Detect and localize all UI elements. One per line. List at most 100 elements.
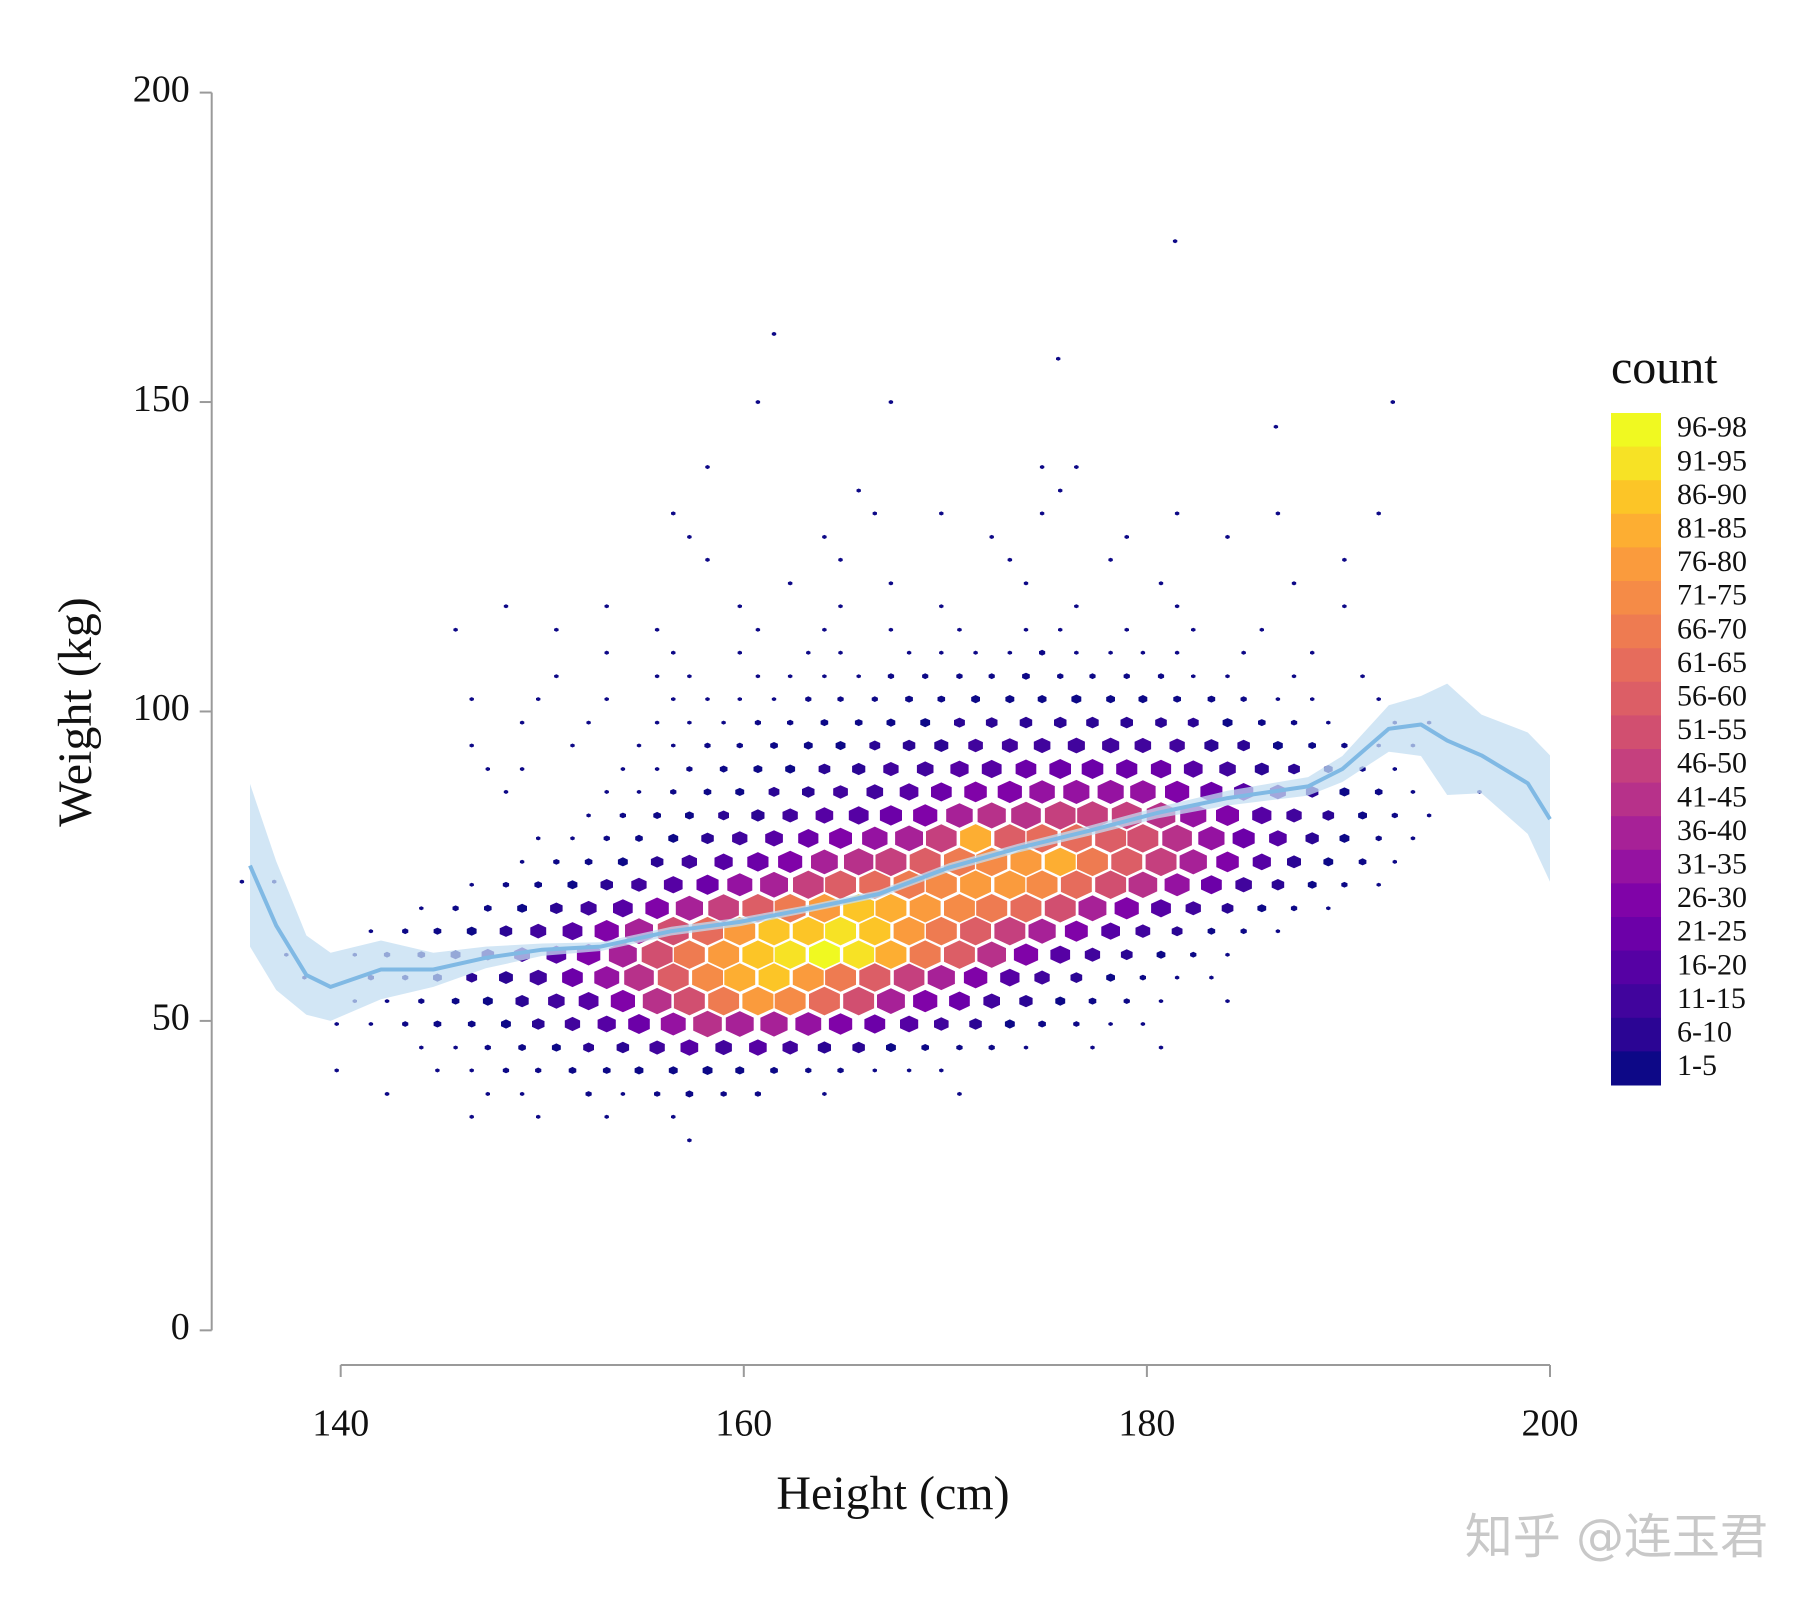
hex-cell <box>971 695 980 704</box>
hex-cell <box>704 742 711 749</box>
hex-cell <box>1050 945 1071 964</box>
hex-cell <box>937 695 946 703</box>
legend-label: 21-25 <box>1677 915 1747 948</box>
hex-cell <box>654 627 660 632</box>
hex-cell <box>1150 759 1172 779</box>
hex-cell <box>534 881 542 889</box>
hex-cell <box>724 963 756 992</box>
hex-cell <box>519 767 525 772</box>
hex-cell <box>1138 695 1148 704</box>
hex-cell <box>435 1068 440 1073</box>
hex-cell <box>469 1068 474 1073</box>
hex-cell <box>586 813 591 818</box>
hex-cell <box>774 986 806 1016</box>
hex-cell <box>631 877 647 892</box>
hex-cell <box>1089 673 1096 680</box>
hex-cell <box>719 765 728 773</box>
hex-cell <box>1259 627 1264 632</box>
y-tick-label: 50 <box>152 997 190 1039</box>
hex-cell <box>469 743 474 748</box>
hex-cell <box>1275 511 1281 516</box>
hex-cell <box>822 1091 827 1096</box>
hex-cell <box>634 1066 644 1075</box>
hex-cell <box>1010 894 1042 923</box>
hex-cell <box>1077 847 1108 877</box>
hex-cell <box>1023 581 1029 586</box>
hex-cell <box>536 697 541 702</box>
hex-cell <box>802 786 815 798</box>
hex-cell <box>1237 739 1250 752</box>
hex-cell <box>988 673 995 680</box>
hex-cell <box>893 963 925 992</box>
hex-cell <box>334 1068 339 1073</box>
hex-cell <box>1191 674 1196 679</box>
hex-cell <box>649 1040 665 1055</box>
hex-cell <box>685 811 694 820</box>
hex-cell <box>1071 694 1082 704</box>
hex-cell <box>765 830 783 847</box>
hex-cell <box>1307 880 1317 889</box>
hex-cell <box>960 870 991 899</box>
hex-cell <box>871 696 878 702</box>
hex-cell <box>654 720 660 725</box>
legend-swatch <box>1611 849 1661 884</box>
hex-cell <box>770 742 778 749</box>
hex-cell <box>368 929 374 934</box>
hex-cell <box>705 557 710 562</box>
hex-cell <box>960 824 991 853</box>
hex-cell <box>502 881 510 888</box>
hex-cell <box>1172 239 1178 244</box>
hex-cell <box>1225 952 1230 957</box>
hex-cell <box>820 719 829 727</box>
hex-cell <box>988 1044 995 1051</box>
hex-cell <box>502 1067 510 1074</box>
hex-cell <box>1174 511 1180 516</box>
hex-cell <box>1004 1019 1015 1029</box>
hex-cell <box>530 923 547 939</box>
hex-cell <box>1252 806 1272 825</box>
hex-cell <box>604 1114 609 1119</box>
legend-label: 41-45 <box>1677 780 1747 813</box>
hex-cell <box>1273 424 1279 429</box>
confidence-band <box>250 683 1550 1021</box>
hex-cell <box>636 743 642 748</box>
legend-swatch <box>1611 984 1661 1019</box>
hex-cell <box>1108 557 1113 562</box>
hex-cell <box>1135 924 1151 938</box>
hex-cell <box>900 1015 919 1033</box>
hex-cell <box>597 1015 616 1033</box>
y-tick-label: 100 <box>133 687 190 729</box>
hex-cell <box>1044 801 1076 830</box>
hex-cell <box>1241 650 1246 655</box>
hex-cell <box>708 894 739 923</box>
hex-cell <box>737 604 742 609</box>
hex-cell <box>696 874 719 895</box>
hex-cell <box>742 940 774 969</box>
hex-cell <box>610 989 635 1013</box>
hex-cell <box>1275 929 1281 934</box>
hex-cell <box>803 741 813 750</box>
hex-cell <box>883 762 899 777</box>
hex-cell <box>1078 895 1107 922</box>
hex-cell <box>925 870 957 899</box>
hex-cell <box>1252 853 1271 871</box>
x-tick-label: 200 <box>1522 1403 1579 1445</box>
hex-cell <box>484 904 492 912</box>
hex-cell <box>1022 672 1030 680</box>
hex-cell <box>1162 824 1192 852</box>
hex-cell <box>856 488 861 493</box>
hex-cell <box>1339 787 1350 797</box>
hex-cell <box>1058 488 1063 493</box>
hex-cell <box>753 765 763 774</box>
hex-cell <box>567 880 578 890</box>
hex-cell <box>368 1022 374 1026</box>
hex-cell <box>963 966 988 989</box>
hex-cell <box>1207 927 1216 935</box>
hex-cell <box>754 719 761 726</box>
hex-cell <box>782 1040 798 1055</box>
hex-cell <box>1074 650 1079 655</box>
y-tick-label: 0 <box>171 1306 190 1348</box>
hex-cell <box>1410 789 1416 794</box>
hex-cell <box>886 1043 896 1053</box>
hex-cell <box>886 718 896 727</box>
